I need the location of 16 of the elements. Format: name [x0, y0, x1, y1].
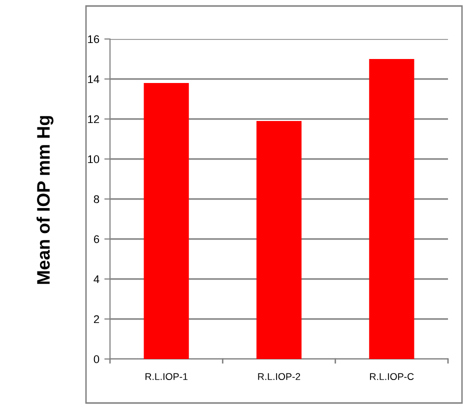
- y-tick-label: 16: [88, 35, 100, 44]
- y-axis-title: Mean of IOP mm Hg: [36, 116, 54, 284]
- y-tick-label: 10: [88, 155, 100, 164]
- bar: [369, 59, 414, 359]
- y-tick-label: 14: [88, 75, 100, 84]
- x-tick-label: R.L.IOP-2: [258, 373, 300, 380]
- x-tick-label: R.L.IOP-C: [370, 373, 414, 380]
- x-tick-label: R.L.IOP-1: [146, 373, 188, 380]
- y-tick-label: 12: [88, 115, 100, 124]
- bar: [256, 121, 302, 359]
- y-tick-label: 2: [94, 315, 100, 324]
- y-tick-label: 8: [94, 195, 100, 204]
- bar: [144, 83, 189, 359]
- y-tick-label: 0: [94, 355, 100, 364]
- y-tick-label: 4: [94, 275, 100, 284]
- y-tick-label: 6: [94, 235, 100, 244]
